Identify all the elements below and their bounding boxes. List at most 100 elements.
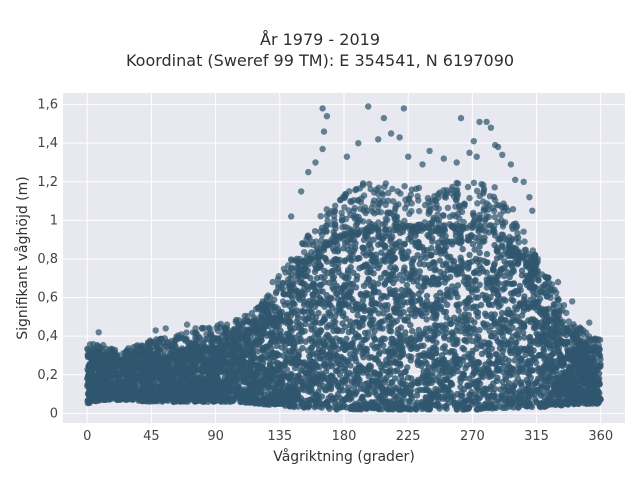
data-point xyxy=(357,403,364,410)
data-point xyxy=(332,318,339,326)
data-point xyxy=(415,352,422,359)
data-point xyxy=(499,286,507,293)
data-point xyxy=(516,364,523,372)
data-point xyxy=(475,333,482,340)
data-point xyxy=(469,337,476,345)
data-point xyxy=(305,347,312,354)
data-point xyxy=(267,375,275,383)
data-point xyxy=(475,359,483,367)
data-point xyxy=(192,380,199,387)
data-point xyxy=(525,394,533,401)
data-point xyxy=(309,295,317,302)
data-point xyxy=(415,282,422,289)
data-point xyxy=(517,390,524,397)
data-point xyxy=(289,346,296,353)
data-point xyxy=(374,379,381,386)
data-point xyxy=(304,397,312,404)
data-point xyxy=(454,238,462,246)
data-point xyxy=(493,351,500,358)
data-point xyxy=(466,251,473,259)
data-point xyxy=(504,341,512,348)
data-point xyxy=(545,373,552,380)
data-point xyxy=(278,382,286,389)
data-point xyxy=(507,320,514,327)
data-point xyxy=(363,262,371,270)
data-point xyxy=(472,276,479,284)
data-point xyxy=(189,366,196,374)
data-point xyxy=(114,373,121,380)
data-point xyxy=(453,271,460,278)
data-point xyxy=(311,268,319,275)
data-point xyxy=(307,274,314,282)
data-point xyxy=(356,323,363,331)
data-point xyxy=(466,294,473,302)
data-point xyxy=(518,379,525,386)
data-point xyxy=(464,382,472,390)
data-point xyxy=(235,344,243,352)
data-point xyxy=(450,340,457,347)
data-point xyxy=(555,327,563,334)
data-point xyxy=(219,391,227,399)
data-point xyxy=(510,289,517,296)
data-point xyxy=(491,393,498,400)
data-point xyxy=(414,358,421,366)
data-point xyxy=(133,374,140,381)
data-point xyxy=(436,247,444,255)
data-point xyxy=(286,318,293,325)
data-point xyxy=(519,329,527,336)
data-point xyxy=(311,340,319,347)
data-point xyxy=(334,290,341,298)
data-point xyxy=(557,395,565,403)
data-point xyxy=(466,375,473,382)
data-point xyxy=(331,256,338,263)
data-point xyxy=(309,280,317,287)
data-point xyxy=(512,339,519,346)
data-point xyxy=(426,304,433,311)
data-point xyxy=(377,274,385,282)
data-point xyxy=(561,340,568,347)
data-point xyxy=(333,307,340,315)
data-point xyxy=(283,330,290,338)
data-point xyxy=(458,375,465,382)
data-point xyxy=(338,301,345,308)
data-point xyxy=(196,374,204,382)
data-point xyxy=(426,325,433,332)
data-point xyxy=(379,257,386,264)
data-point xyxy=(298,307,306,315)
data-point xyxy=(379,235,387,243)
chart-title: År 1979 - 2019 xyxy=(260,30,380,49)
data-point xyxy=(381,280,389,287)
data-point xyxy=(462,305,470,312)
data-point xyxy=(530,292,538,299)
data-point xyxy=(273,342,281,350)
data-point xyxy=(230,386,238,394)
data-point xyxy=(494,269,501,276)
data-point xyxy=(483,321,491,328)
data-point xyxy=(293,318,300,326)
data-point xyxy=(313,275,321,282)
data-point xyxy=(476,281,483,288)
data-point xyxy=(386,354,393,362)
data-point xyxy=(292,383,299,391)
data-point xyxy=(360,282,368,289)
data-point xyxy=(347,264,354,271)
data-point xyxy=(476,243,483,250)
data-point xyxy=(414,387,421,394)
data-point xyxy=(522,385,530,393)
data-point xyxy=(467,395,474,403)
data-point xyxy=(307,301,314,309)
data-point xyxy=(330,327,337,334)
data-point xyxy=(420,342,427,349)
data-point xyxy=(363,346,370,354)
data-point xyxy=(368,294,375,301)
data-point xyxy=(442,402,449,410)
data-point xyxy=(465,284,472,291)
data-point xyxy=(280,362,287,369)
data-point xyxy=(444,286,451,293)
data-point xyxy=(365,306,372,314)
data-point xyxy=(332,367,340,375)
data-point xyxy=(491,260,498,267)
data-point xyxy=(391,264,399,271)
data-point xyxy=(339,403,347,411)
data-point xyxy=(392,275,400,283)
